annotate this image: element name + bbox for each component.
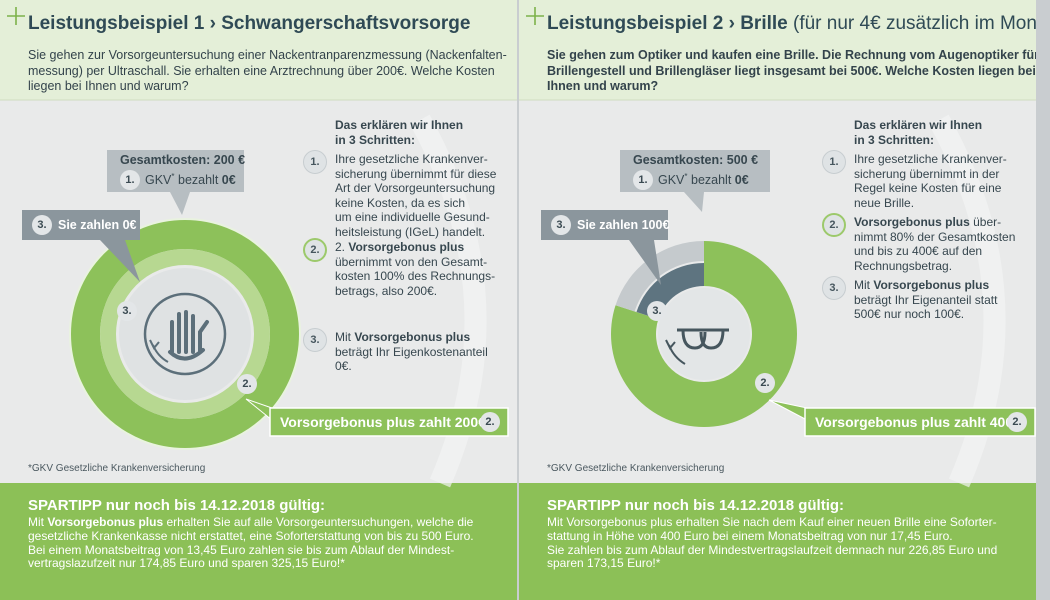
- step-text: Ihre gesetzliche Krankenver- sicherung ü…: [854, 152, 1007, 210]
- text-part: Ihre gesetzliche Krankenver- sicherung ü…: [335, 152, 497, 239]
- step-text: Mit Vorsorgebonus plus beträgt Ihr Eigen…: [854, 278, 997, 322]
- text-part: beträgt Ihr Eigenkostenanteil 0€.: [335, 344, 488, 374]
- bonus-box: [804, 407, 1036, 437]
- step-number: 3.: [32, 215, 52, 235]
- step-number: 3.: [303, 328, 327, 352]
- text-part: beträgt Ihr Eigenanteil statt 500€ nur n…: [854, 292, 998, 322]
- intro-text: Sie gehen zur Vorsorgeuntersuchung einer…: [28, 48, 507, 93]
- total-label: Gesamtkosten: 500 €: [633, 153, 759, 167]
- graphics: [0, 0, 517, 600]
- you-pay-label: Sie zahlen 100€: [577, 218, 670, 232]
- text-part: Ihre gesetzliche Krankenver- sicherung ü…: [854, 152, 1007, 210]
- tip-background: [519, 483, 1036, 600]
- gkv-label: GKV* bezahlt 0€: [145, 172, 236, 187]
- ring-label: 3.: [647, 301, 667, 321]
- title-text: Leistungsbeispiel 2 › Brille: [547, 13, 788, 34]
- graphics: [519, 0, 1036, 600]
- text-part: Vorsorgebonus plus: [348, 240, 465, 254]
- ring-edge: [69, 218, 301, 450]
- plus-icon: [7, 7, 25, 25]
- header-background: [519, 0, 1036, 100]
- ring-green: [611, 241, 797, 427]
- step-number: 1.: [822, 150, 846, 174]
- gkv-label: GKV* bezahlt 0€: [658, 172, 749, 187]
- ring-label: 2.: [755, 373, 775, 393]
- gkv-amount: 0€: [221, 173, 236, 188]
- text-part: Vorsorgebonus plus: [47, 515, 164, 529]
- ring-inner: [100, 249, 270, 419]
- tip-title: SPARTIPP nur noch bis 14.12.2018 gültig:: [547, 497, 845, 514]
- ring-outer-grey: [615, 241, 704, 312]
- step-number: 1.: [303, 150, 327, 174]
- rotate-arrow: [665, 339, 686, 365]
- gkv-text: bezahlt: [687, 173, 735, 188]
- text-part: Vorsorgebonus plus: [873, 278, 990, 292]
- glasses-icon: [677, 328, 729, 350]
- step-number: 2.: [822, 213, 846, 237]
- title-text: Leistungsbeispiel 1 › Schwangerschaftsvo…: [28, 13, 471, 34]
- text-part: Mit: [28, 515, 48, 529]
- gkv: GKV: [145, 173, 172, 188]
- step-number: 2.: [1007, 412, 1027, 432]
- panel-title: Leistungsbeispiel 2 › Brille (für nur 4€…: [547, 12, 1036, 36]
- panel-title: Leistungsbeispiel 1 › Schwangerschaftsvo…: [28, 12, 470, 36]
- you-pay-pointer: [629, 240, 661, 285]
- step-number: 2.: [480, 412, 500, 432]
- asterisk: *: [684, 172, 688, 181]
- steps-header: Das erklären wir Ihnen in 3 Schritten:: [335, 118, 464, 147]
- tip-text: Mit Vorsorgebonus plus erhalten Sie nach…: [547, 515, 998, 571]
- tip-background: [0, 483, 517, 600]
- rotate-arrow: [149, 339, 169, 363]
- asterisk: *: [171, 172, 175, 181]
- step-number: 1.: [633, 170, 653, 190]
- tip-text: Mit Vorsorgebonus plus erhalten Sie auf …: [28, 515, 474, 571]
- step-number: 1.: [120, 170, 140, 190]
- intro-text: Sie gehen zum Optiker und kaufen eine Br…: [547, 48, 1036, 93]
- text-part: Vorsorgebonus plus: [854, 215, 970, 229]
- gkv-text: bezahlt: [174, 173, 222, 188]
- ring-label: 3.: [117, 301, 137, 321]
- text-part: Vorsorgebonus plus: [354, 330, 471, 344]
- hand-icon: [168, 310, 209, 361]
- steps-header: Das erklären wir Ihnen in 3 Schritten:: [854, 118, 983, 147]
- text-part: erhalten Sie auf alle Vorsorgeuntersuchu…: [28, 515, 474, 571]
- text-part: Mit Vorsorgebonus plus erhalten Sie nach…: [547, 515, 998, 571]
- title-note: (für nur 4€ zusätzlich im Monat): [787, 13, 1036, 34]
- step-text: Vorsorgebonus plus über- nimmt 80% der G…: [854, 215, 1015, 273]
- bonus-label: Vorsorgebonus plus zahlt 200€: [280, 414, 486, 430]
- tip-title: SPARTIPP nur noch bis 14.12.2018 gültig:: [28, 497, 326, 514]
- step-text: 2. Vorsorgebonus plus übernimmt von den …: [335, 240, 495, 298]
- bonus-label: Vorsorgebonus plus zahlt 400€: [815, 414, 1021, 430]
- footnote: *GKV Gesetzliche Krankenversicherung: [28, 463, 206, 474]
- bonus-pointer: [768, 399, 808, 421]
- total-pointer: [170, 192, 190, 215]
- panel: Leistungsbeispiel 1 › Schwangerschaftsvo…: [0, 0, 517, 600]
- total-label: Gesamtkosten: 200 €: [120, 153, 246, 167]
- footnote: *GKV Gesetzliche Krankenversicherung: [547, 463, 725, 474]
- text-part: Mit: [854, 278, 874, 292]
- plus-icon: [526, 7, 544, 25]
- panel: Leistungsbeispiel 2 › Brille (für nur 4€…: [519, 0, 1036, 600]
- step-number: 3.: [822, 276, 846, 300]
- gkv-amount: 0€: [734, 173, 749, 188]
- ring-label: 2.: [237, 374, 257, 394]
- step-number: 3.: [551, 215, 571, 235]
- step-number: 2.: [303, 238, 327, 262]
- icon-circle: [143, 292, 227, 376]
- ring-outer: [70, 219, 300, 449]
- header-background: [0, 0, 517, 100]
- text-part: übernimmt von den Gesamt- kosten 100% de…: [335, 254, 496, 298]
- step-text: Ihre gesetzliche Krankenver- sicherung ü…: [335, 152, 496, 240]
- step-text: Mit Vorsorgebonus plus beträgt Ihr Eigen…: [335, 330, 488, 374]
- you-pay-pointer: [100, 240, 140, 282]
- total-pointer: [684, 192, 704, 212]
- you-pay-label: Sie zahlen 0€: [58, 218, 137, 232]
- text-part: über- nimmt 80% der Gesamtkosten und bis…: [854, 215, 1016, 273]
- bonus-box: [269, 407, 509, 437]
- text-part: Mit: [335, 330, 355, 344]
- text-part: 2.: [335, 240, 349, 254]
- gkv: GKV: [658, 173, 685, 188]
